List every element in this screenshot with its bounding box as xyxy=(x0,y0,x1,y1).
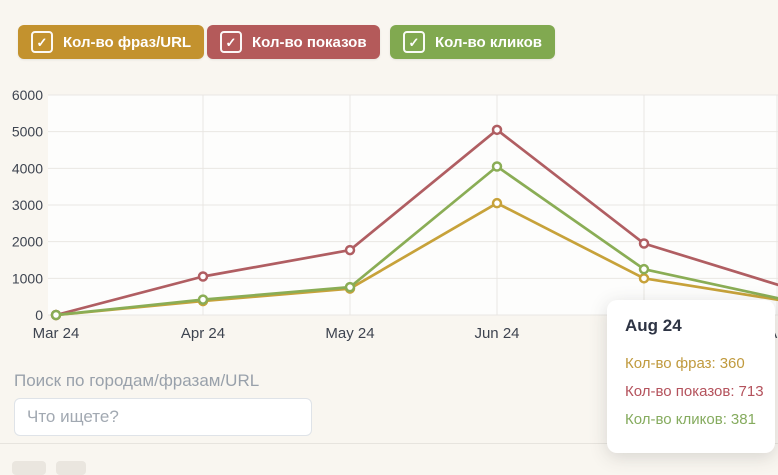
y-axis-tick-label: 6000 xyxy=(12,87,43,103)
x-axis-tick-label: Mar 24 xyxy=(33,325,80,342)
section-divider xyxy=(0,443,778,444)
legend-toggle-phrases-label: Кол-во фраз/URL xyxy=(63,33,192,51)
tooltip-row-phrases: Кол-во фраз: 360 xyxy=(625,350,775,378)
tooltip-row-value: 360 xyxy=(719,355,745,372)
data-point[interactable] xyxy=(197,294,209,305)
tooltip-title: Aug 24 xyxy=(625,316,682,335)
legend-toggle-impressions-label: Кол-во показов xyxy=(252,33,367,51)
chart-tooltip: Aug 24 Кол-во фраз: 360 Кол-во показов: 71… xyxy=(607,300,775,453)
x-axis-tick-label: Apr 24 xyxy=(181,325,225,342)
y-axis-tick-label: 3000 xyxy=(12,197,43,213)
chart-svg: 0 1000 2000 3000 4000 5000 6000 Mar 24 Apr 24 May… xyxy=(12,87,778,342)
y-axis-tick-label: 2000 xyxy=(12,234,43,250)
series-line xyxy=(54,128,778,317)
checkbox-checked-icon: ✓ xyxy=(220,31,242,53)
tooltip-row-value: 381 xyxy=(730,411,756,428)
legend-toggle-impressions[interactable]: ✓ Кол-во показов xyxy=(207,25,380,59)
tooltip-row-label: Кол-во фраз: xyxy=(625,355,716,372)
checkbox-checked-icon: ✓ xyxy=(403,31,425,53)
data-point[interactable] xyxy=(344,244,356,256)
data-point[interactable] xyxy=(344,281,356,293)
legend-toggle-clicks[interactable]: ✓ Кол-во кликов xyxy=(390,25,555,59)
data-point[interactable] xyxy=(638,263,650,275)
legend-toggle-clicks-label: Кол-во кликов xyxy=(435,33,542,51)
x-axis-tick-label: Jun 24 xyxy=(474,325,519,342)
y-axis-tick-label: 0 xyxy=(35,307,43,323)
y-axis-tick-label: 5000 xyxy=(12,124,43,140)
tooltip-row-label: Кол-во кликов: xyxy=(625,411,727,428)
data-point[interactable] xyxy=(50,309,62,321)
data-point[interactable] xyxy=(197,271,209,282)
data-point[interactable] xyxy=(491,161,503,172)
search-input[interactable] xyxy=(14,398,312,436)
y-axis-tick-label: 1000 xyxy=(12,270,43,286)
y-axis-tick-label: 4000 xyxy=(12,160,43,176)
cutoff-button[interactable] xyxy=(56,461,86,475)
legend-toggle-phrases[interactable]: ✓ Кол-во фраз/URL xyxy=(18,25,205,59)
x-axis-tick-label: May 24 xyxy=(325,325,374,342)
data-point[interactable] xyxy=(638,273,650,284)
search-label: Поиск по городам/фразам/URL xyxy=(14,371,260,390)
tooltip-row-label: Кол-во показов: xyxy=(625,383,735,400)
checkbox-checked-icon: ✓ xyxy=(31,31,53,53)
tooltip-row-value: 713 xyxy=(738,383,764,400)
data-point[interactable] xyxy=(638,238,650,249)
series-line xyxy=(54,165,778,317)
tooltip-row-impressions: Кол-во показов: 713 xyxy=(625,378,775,406)
tooltip-row-clicks: Кол-во кликов: 381 xyxy=(625,406,775,434)
cutoff-button[interactable] xyxy=(12,461,46,475)
data-point[interactable] xyxy=(491,197,503,209)
data-point[interactable] xyxy=(491,124,503,136)
